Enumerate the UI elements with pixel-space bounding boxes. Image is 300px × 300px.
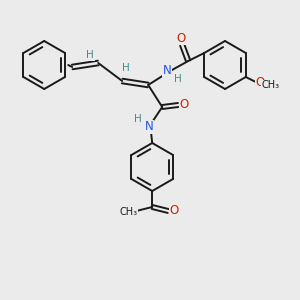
Text: H: H — [122, 63, 130, 73]
Text: H: H — [174, 74, 182, 84]
Text: H: H — [86, 50, 94, 60]
Text: N: N — [145, 121, 154, 134]
Text: O: O — [255, 76, 264, 88]
Text: O: O — [177, 32, 186, 44]
Text: CH₃: CH₃ — [119, 207, 137, 217]
Text: CH₃: CH₃ — [262, 80, 280, 90]
Text: O: O — [180, 98, 189, 110]
Text: H: H — [134, 114, 142, 124]
Text: O: O — [169, 203, 179, 217]
Text: N: N — [163, 64, 172, 76]
